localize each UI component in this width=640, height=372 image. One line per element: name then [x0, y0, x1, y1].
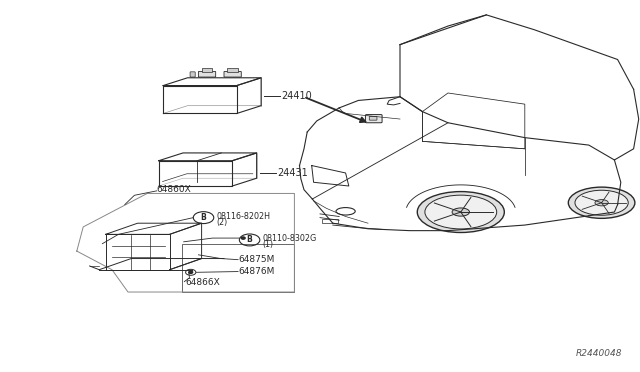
Text: 64860X: 64860X [157, 185, 191, 194]
Circle shape [241, 237, 245, 239]
Text: 08116-8202H: 08116-8202H [216, 212, 270, 221]
Text: B: B [201, 213, 206, 222]
Text: 08110-8302G: 08110-8302G [262, 234, 317, 243]
Text: R2440048: R2440048 [575, 349, 622, 358]
Ellipse shape [452, 208, 470, 216]
Text: (1): (1) [262, 240, 273, 249]
FancyBboxPatch shape [190, 72, 195, 77]
FancyBboxPatch shape [369, 116, 377, 120]
Text: 64866X: 64866X [186, 278, 220, 287]
Text: 24410: 24410 [282, 91, 312, 101]
Bar [227, 68, 238, 72]
Text: 64876M: 64876M [239, 267, 275, 276]
Circle shape [189, 271, 193, 273]
FancyBboxPatch shape [365, 115, 382, 123]
Bar [182, 244, 294, 292]
Bar [202, 68, 212, 72]
Text: (2): (2) [216, 218, 228, 227]
Bar [322, 219, 338, 223]
Ellipse shape [417, 192, 504, 232]
FancyBboxPatch shape [198, 71, 216, 77]
Text: 64875M: 64875M [239, 255, 275, 264]
Ellipse shape [425, 195, 497, 229]
Ellipse shape [575, 190, 628, 215]
Text: 24431: 24431 [277, 169, 308, 178]
Ellipse shape [568, 187, 635, 218]
FancyBboxPatch shape [224, 71, 241, 77]
Text: B: B [247, 235, 252, 244]
Ellipse shape [595, 200, 608, 206]
